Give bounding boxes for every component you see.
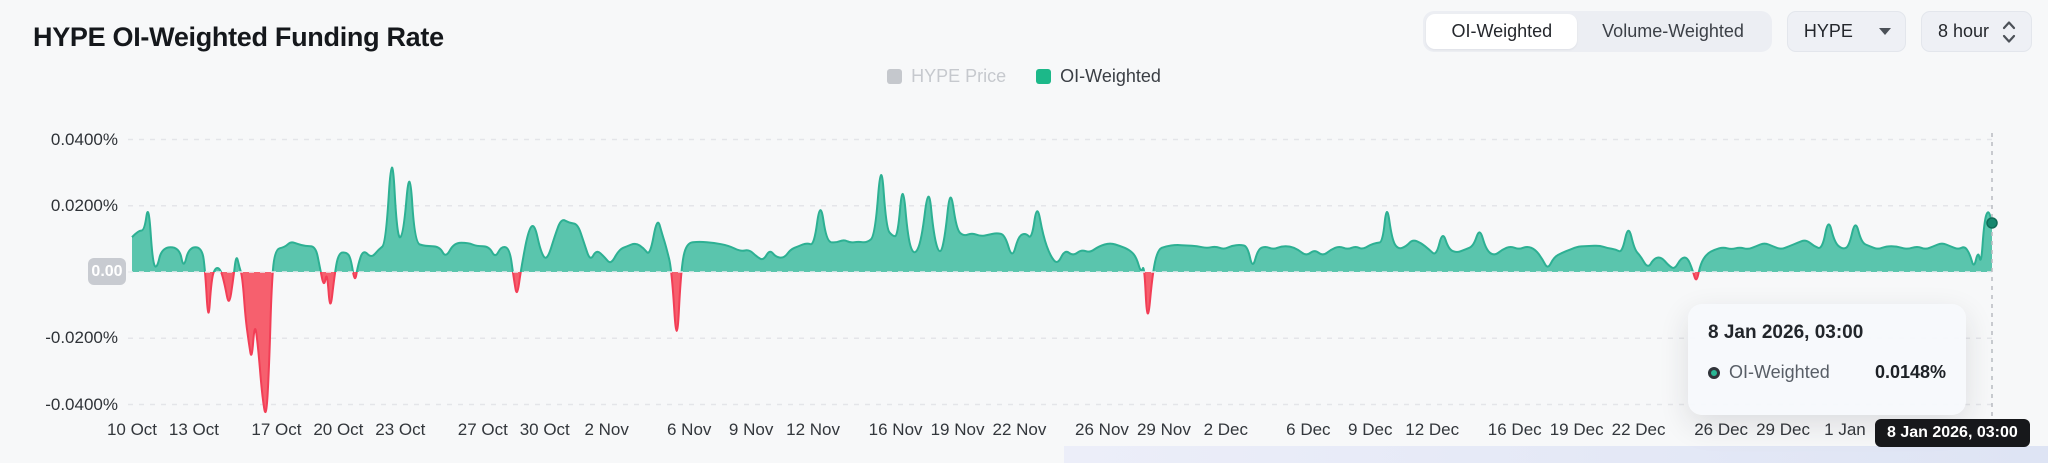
legend-swatch-oi-weighted: [1036, 69, 1052, 84]
x-axis-label: 22 Nov: [992, 420, 1047, 439]
tooltip-date: 8 Jan 2026, 03:00: [1708, 322, 1864, 343]
chart-controls: OI-Weighted Volume-Weighted HYPE 8 hour: [1423, 11, 2032, 52]
x-axis-label: 26 Dec: [1694, 420, 1749, 439]
tooltip-value: 0.0148%: [1874, 362, 1946, 382]
x-axis-label: 19 Nov: [930, 420, 985, 439]
chevron-down-icon: [1878, 28, 1891, 35]
asset-select-value: HYPE: [1803, 21, 1853, 41]
x-axis-label: 12 Dec: [1405, 420, 1460, 439]
x-axis-label: 1 Jan: [1824, 420, 1866, 439]
legend-item-oi-weighted[interactable]: OI-Weighted: [1036, 66, 1161, 87]
x-axis-label: 9 Nov: [728, 420, 774, 439]
y-axis-label: 0.0400%: [50, 129, 118, 149]
y-axis-label: -0.0200%: [45, 328, 118, 348]
negative-line: [203, 272, 1700, 413]
series-dot-icon: [1708, 366, 1720, 379]
weight-toggle: OI-Weighted Volume-Weighted: [1423, 11, 1772, 52]
toggle-option-volume-weighted[interactable]: Volume-Weighted: [1577, 14, 1769, 49]
x-axis-label: 20 Oct: [313, 420, 364, 439]
x-axis-label: 12 Nov: [786, 420, 840, 439]
tooltip-series-label: OI-Weighted: [1729, 362, 1830, 382]
page-title: HYPE OI-Weighted Funding Rate: [33, 22, 444, 52]
x-axis-label: 29 Nov: [1136, 420, 1191, 439]
x-axis-label: 19 Dec: [1549, 420, 1604, 439]
legend-item-hype-price[interactable]: HYPE Price: [887, 66, 1006, 87]
x-axis-tooltip: 8 Jan 2026, 03:00: [1875, 419, 2030, 447]
asset-select[interactable]: HYPE: [1786, 11, 1906, 52]
legend-swatch-hype-price: [887, 69, 903, 84]
tooltip-series-row: OI-Weighted 0.0148%: [1708, 362, 1946, 383]
legend: HYPE Price OI-Weighted: [0, 66, 2048, 87]
x-axis-label: 6 Nov: [667, 420, 712, 439]
x-axis-label: 30 Oct: [519, 420, 570, 439]
legend-label-hype-price: HYPE Price: [911, 66, 1007, 86]
hover-tooltip: 8 Jan 2026, 03:00 OI-Weighted 0.0148%: [1688, 304, 1966, 415]
funding-rate-area-chart[interactable]: [0, 95, 2048, 463]
x-axis-label: 9 Dec: [1348, 420, 1393, 439]
x-axis-label: 29 Dec: [1756, 420, 1810, 439]
x-axis-label: 16 Nov: [868, 420, 923, 439]
legend-label-oi-weighted: OI-Weighted: [1060, 66, 1161, 86]
end-marker-dot: [1986, 217, 1998, 229]
x-axis-label: 23 Oct: [375, 420, 426, 439]
x-axis-label: 16 Dec: [1487, 420, 1542, 439]
bottom-panel-strip: [1064, 446, 2048, 463]
x-axis-label: 2 Dec: [1203, 420, 1249, 439]
positive-line: [131, 166, 1993, 272]
x-axis-label: 26 Nov: [1075, 420, 1129, 439]
toggle-option-oi-weighted[interactable]: OI-Weighted: [1426, 14, 1578, 49]
x-axis-label: 22 Dec: [1611, 420, 1666, 439]
x-axis-label: 17 Oct: [251, 420, 302, 439]
chevron-up-down-icon: [2001, 19, 2017, 45]
x-axis-label: 27 Oct: [457, 420, 508, 439]
interval-select-value: 8 hour: [1937, 21, 1989, 41]
y-axis-label: 0.0200%: [50, 195, 118, 215]
x-axis-label: 2 Nov: [584, 420, 629, 439]
x-axis-label: 13 Oct: [168, 420, 219, 439]
x-axis-label: 6 Dec: [1286, 420, 1331, 439]
x-axis-label: 10 Oct: [106, 420, 158, 439]
zero-axis-badge: 0.00: [88, 258, 126, 285]
y-axis-label: -0.0400%: [45, 394, 118, 414]
interval-select[interactable]: 8 hour: [1920, 11, 2032, 52]
